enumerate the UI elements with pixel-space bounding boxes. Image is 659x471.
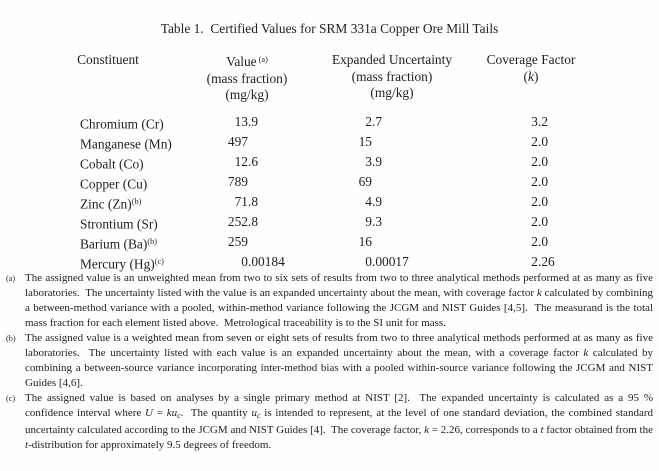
footnote-b: (b) The assigned value is a weighted mea…: [6, 331, 653, 391]
constituent-name: Strontium (Sr): [80, 216, 158, 232]
uncertainty-cell: 2.7: [365, 114, 383, 129]
header-line: (mass fraction): [206, 70, 288, 86]
header-line: (mg/kg): [225, 87, 269, 103]
header-line: (mg/kg): [370, 85, 414, 100]
value-cell: 259: [227, 234, 248, 249]
footnote-a: (a) The assigned value is an unweighted …: [6, 271, 653, 331]
constituent-cell: Manganese (Mn): [80, 132, 172, 155]
certified-values-table: Chromium (Cr) 13.9 2.7 3.2 Manganese (Mn…: [0, 112, 659, 272]
footnote-marker-a: (a): [6, 274, 16, 283]
value-cell: 13.9: [234, 114, 259, 129]
coverage-factor-cell: 2.26: [531, 254, 555, 269]
header-line: Constituent: [77, 52, 139, 67]
coverage-factor-cell: 2.0: [531, 214, 549, 229]
constituent-name: Manganese (Mn): [80, 136, 172, 152]
table-row: Mercury (Hg)(c) 0.00184 0.00017 2.26: [0, 252, 659, 272]
value-cell: 0.00184: [241, 254, 285, 269]
footnote-text-a: The assigned value is an unweighted mean…: [25, 272, 656, 329]
table-row: Strontium (Sr) 252.8 9.3 2.0: [0, 212, 659, 232]
uncertainty-cell: 69: [358, 174, 372, 189]
constituent-name: Chromium (Cr): [80, 116, 164, 132]
header-line: (k): [523, 68, 539, 84]
constituent-cell: Mercury (Hg)(c): [80, 252, 164, 275]
footnote-text-c: The assigned value is based on analyses …: [25, 392, 656, 451]
table-row: Manganese (Mn) 497 15 2.0: [0, 132, 659, 152]
header-line: Value (a): [187, 52, 307, 71]
value-cell: 71.8: [234, 194, 259, 209]
constituent-name: Zinc (Zn): [80, 196, 132, 212]
table-row: Barium (Ba)(b) 259 16 2.0: [0, 232, 659, 252]
column-header-value: Value (a) (mass fraction) (mg/kg): [187, 52, 307, 104]
column-header-expanded-uncertainty: Expanded Uncertainty (mass fraction) (mg…: [322, 52, 462, 102]
table-row: Copper (Cu) 789 69 2.0: [0, 172, 659, 192]
uncertainty-cell: 0.00017: [365, 254, 409, 269]
value-cell: 497: [227, 134, 248, 149]
uncertainty-cell: 3.9: [365, 154, 383, 169]
value-cell: 12.6: [234, 154, 259, 169]
column-header-constituent: Constituent: [48, 52, 168, 69]
footnote-marker-c: (c): [6, 394, 16, 403]
uncertainty-cell: 4.9: [365, 194, 383, 209]
constituent-cell: Zinc (Zn)(b): [80, 192, 141, 215]
value-cell: 789: [227, 174, 248, 189]
table-title: Table 1. Certified Values for SRM 331a C…: [160, 21, 499, 36]
table-row: Cobalt (Co) 12.6 3.9 2.0: [0, 152, 659, 172]
footnote-text-b: The assigned value is a weighted mean fr…: [25, 332, 656, 389]
header-line: (mass fraction): [351, 68, 433, 84]
coverage-factor-cell: 2.0: [531, 194, 549, 209]
constituent-cell: Barium (Ba)(b): [80, 232, 157, 255]
constituent-cell: Copper (Cu): [80, 172, 147, 195]
constituent-superscript: (c): [154, 257, 164, 266]
coverage-factor-cell: 2.0: [531, 234, 549, 249]
uncertainty-cell: 15: [358, 134, 372, 149]
header-line: Coverage Factor: [486, 52, 576, 67]
footnote-marker-b: (b): [6, 334, 16, 343]
uncertainty-cell: 16: [358, 234, 372, 249]
constituent-name: Mercury (Hg): [80, 256, 155, 272]
constituent-cell: Cobalt (Co): [80, 152, 144, 175]
table-row: Zinc (Zn)(b) 71.8 4.9 2.0: [0, 192, 659, 212]
coverage-factor-cell: 2.0: [531, 134, 549, 149]
constituent-name: Cobalt (Co): [80, 156, 144, 172]
value-cell: 252.8: [227, 214, 259, 229]
footnote-c: (c) The assigned value is based on analy…: [6, 391, 653, 453]
table-row: Chromium (Cr) 13.9 2.7 3.2: [0, 112, 659, 132]
coverage-factor-cell: 3.2: [531, 114, 549, 129]
constituent-cell: Chromium (Cr): [80, 112, 164, 135]
constituent-superscript: (b): [131, 197, 142, 206]
header-superscript-a: (a): [258, 55, 268, 64]
constituent-name: Barium (Ba): [80, 236, 148, 252]
uncertainty-cell: 9.3: [365, 214, 383, 229]
constituent-cell: Strontium (Sr): [80, 212, 158, 235]
coverage-factor-cell: 2.0: [531, 154, 549, 169]
footnotes-section: (a) The assigned value is an unweighted …: [6, 271, 653, 453]
coverage-factor-cell: 2.0: [531, 174, 549, 189]
constituent-superscript: (b): [147, 237, 157, 246]
header-line: Expanded Uncertainty: [331, 52, 453, 67]
header-text: Value: [226, 54, 257, 70]
constituent-name: Copper (Cu): [80, 176, 148, 192]
column-header-coverage-factor: Coverage Factor (k): [466, 52, 596, 85]
